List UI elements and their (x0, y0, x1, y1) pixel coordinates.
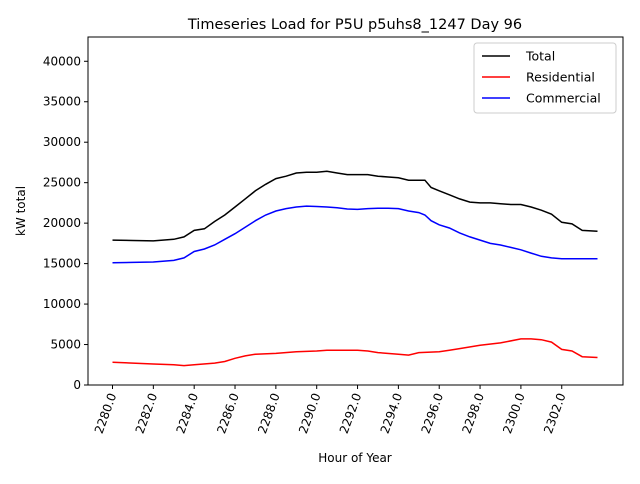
y-tick-label: 40000 (43, 54, 81, 68)
x-tick-label: 2288.0 (255, 391, 283, 435)
legend-box (473, 42, 617, 114)
x-tick-label: 2290.0 (296, 391, 324, 435)
legend: Total Residential Commercial (473, 42, 617, 114)
plot-frame (87, 36, 624, 386)
legend-label: Total (525, 49, 555, 64)
x-tick-label: 2282.0 (133, 391, 161, 435)
series-line-commercial (112, 205, 598, 264)
y-tick-label: 10000 (43, 297, 81, 311)
legend-label: Commercial (526, 91, 601, 106)
x-tick-label: 2296.0 (419, 391, 447, 435)
x-tick-label: 2300.0 (500, 391, 528, 435)
y-tick-label: 35000 (43, 95, 81, 109)
x-tick-label: 2280.0 (92, 391, 120, 435)
x-tick-label: 2286.0 (214, 391, 242, 435)
series-line-residential (112, 338, 598, 367)
y-axis-label: kW total (14, 186, 28, 236)
y-tick-label: 15000 (43, 257, 81, 271)
x-tick-label: 2298.0 (459, 391, 487, 435)
x-tick-label: 2302.0 (541, 391, 569, 435)
series-line-total (112, 170, 598, 242)
x-tick-label: 2294.0 (378, 391, 406, 435)
y-tick-label: 25000 (43, 176, 81, 190)
y-tick-label: 5000 (50, 338, 81, 352)
chart-title: Timeseries Load for P5U p5uhs8_1247 Day … (187, 17, 522, 33)
x-axis-label: Hour of Year (318, 451, 392, 465)
x-tick-label: 2292.0 (337, 391, 365, 435)
y-tick-label: 0 (73, 378, 81, 392)
x-tick-label: 2284.0 (173, 391, 201, 435)
legend-label: Residential (526, 70, 595, 85)
y-tick-label: 20000 (43, 216, 81, 230)
y-tick-label: 30000 (43, 135, 81, 149)
